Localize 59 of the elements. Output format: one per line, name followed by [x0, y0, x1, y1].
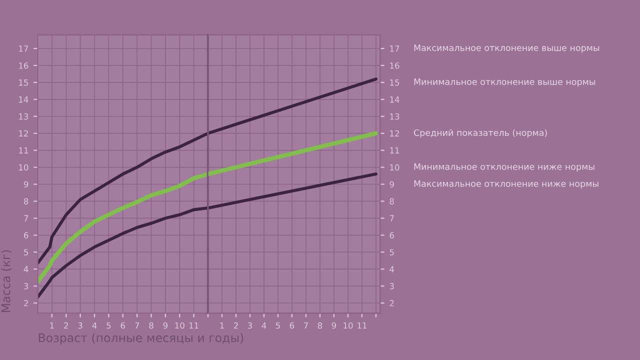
y-tick-label: 4: [24, 266, 28, 272]
y2-tick-label: 15: [390, 80, 400, 86]
x-tick-label: 11: [189, 322, 198, 329]
x-tick-label: 7: [135, 322, 140, 329]
x-tick-label: 7: [304, 322, 308, 329]
x-tick-label: 9: [332, 322, 336, 329]
x-tick-label: 4: [262, 322, 266, 329]
x-tick-label: 5: [106, 322, 111, 329]
x-tick-label: 9: [163, 322, 168, 329]
y-tick-label: 16: [19, 62, 28, 69]
y2-tick-label: 13: [390, 113, 400, 120]
text: Максимальное отклонение ниже нормы: [414, 180, 598, 189]
y2-tick-label: 3: [390, 283, 394, 290]
y2-tick-label: 16: [390, 62, 400, 69]
y-tick-label: 3: [24, 283, 28, 290]
y2-tick-label: 5: [390, 249, 394, 256]
text: Минимальное отклонение выше нормы: [414, 78, 596, 87]
y-tick-label: 10: [19, 164, 28, 171]
y-tick-label: 11: [19, 147, 28, 154]
y2-tick-label: 12: [390, 130, 399, 136]
y2-tick-label: 2: [390, 300, 394, 306]
y2-tick-label: 9: [390, 181, 394, 188]
y2-tick-label: 8: [390, 198, 394, 204]
y-tick-label: 6: [24, 232, 28, 238]
x-tick-label: 5: [276, 322, 280, 329]
x-tick-label: 8: [149, 322, 154, 329]
y2-tick-label: 14: [390, 96, 400, 103]
y-tick-label: 2: [24, 300, 28, 306]
y2-tick-label: 10: [390, 164, 400, 171]
x-tick-label: 10: [344, 322, 353, 329]
x-tick-label: 6: [120, 322, 126, 329]
text: Минимальное отклонение ниже нормы: [414, 163, 594, 172]
x-tick-label: 2: [64, 322, 68, 329]
x-tick-label: 11: [358, 322, 366, 329]
y2-tick-label: 6: [390, 232, 394, 238]
x-tick-label: 2: [234, 322, 238, 329]
x-tick-label: 6: [290, 322, 294, 329]
x-tick-label: 1: [50, 322, 54, 329]
y-tick-label: 8: [24, 198, 28, 204]
y-tick-label: 5: [24, 249, 28, 256]
y-tick-label: 14: [19, 96, 28, 103]
y2-tick-label: 11: [390, 147, 400, 154]
y-tick-label: 15: [19, 80, 28, 86]
x-tick-label: 3: [78, 322, 82, 329]
x-tick-label: 3: [248, 322, 252, 329]
x-tick-label: 4: [92, 322, 97, 329]
y2-tick-label: 4: [390, 266, 394, 272]
y-tick-label: 9: [24, 181, 28, 188]
y2-tick-label: 7: [390, 215, 394, 222]
y-tick-label: 12: [19, 130, 28, 136]
text: Максимальное отклонение выше нормы: [414, 44, 600, 53]
x-tick-label: 10: [175, 322, 184, 329]
y-tick-label: 13: [19, 113, 28, 120]
y-tick-label: 17: [19, 46, 28, 52]
y2-tick-label: 17: [390, 46, 400, 52]
x-tick-label: 8: [318, 322, 322, 329]
y-tick-label: 7: [24, 215, 28, 222]
text: Средний показатель (норма): [414, 129, 547, 138]
x-tick-label: 1: [220, 322, 224, 329]
